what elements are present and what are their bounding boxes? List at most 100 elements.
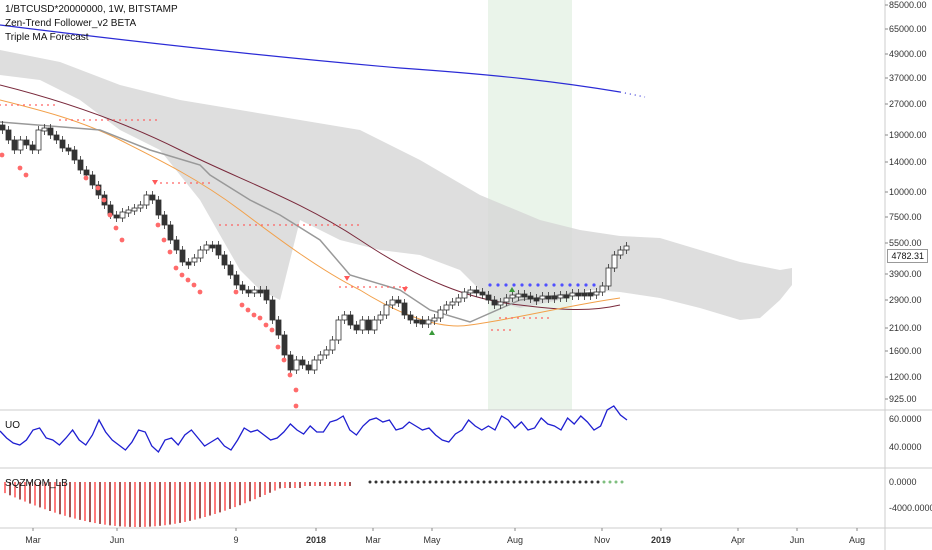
level-dot: [523, 317, 525, 319]
candle-body: [131, 207, 138, 212]
signal-dot-red: [101, 197, 107, 203]
candle-body: [305, 364, 312, 371]
candle-body: [491, 299, 498, 306]
level-dot: [517, 317, 519, 319]
candle-body: [539, 295, 546, 300]
candle-body: [119, 211, 126, 219]
candle-body: [497, 301, 504, 306]
symbol-title[interactable]: 1/BTCUSD*20000000, 1W, BITSTAMP: [5, 4, 178, 15]
level-dot: [339, 224, 341, 226]
candle-body: [527, 295, 534, 300]
time-axis[interactable]: Mar Jun 9 2018 Mar May Aug Nov 2019 Apr Jun Aug: [25, 528, 865, 545]
candle-body: [197, 249, 204, 259]
level-dot: [351, 286, 353, 288]
level-dot: [5, 104, 7, 106]
candle-body: [599, 285, 606, 293]
squeeze-dot: [470, 480, 474, 484]
squeeze-dot: [602, 480, 606, 484]
level-dot: [160, 182, 162, 184]
candle-body: [257, 289, 264, 294]
candle-body: [239, 284, 246, 291]
level-dot: [113, 119, 115, 121]
momentum-pane-label[interactable]: SQZMOM_LB: [5, 478, 68, 489]
momentum-axis[interactable]: 0.0000 -4000.0000: [889, 477, 932, 513]
uo-line: [0, 405, 628, 454]
level-dot: [345, 286, 347, 288]
price-tick-label: 1200.00: [889, 372, 922, 382]
time-tick-label: May: [423, 535, 441, 545]
candle-body: [347, 314, 354, 326]
time-tick-label: Jun: [110, 535, 125, 545]
level-dot: [196, 182, 198, 184]
squeeze-dot: [536, 480, 540, 484]
momentum-tick-label: -4000.0000: [889, 503, 932, 513]
indicator-zen-trend[interactable]: Zen-Trend Follower_v2 BETA: [5, 18, 137, 29]
signal-dot-blue: [536, 283, 540, 287]
level-dot: [41, 104, 43, 106]
price-tick-label: 85000.00: [889, 0, 927, 10]
signal-dot-red: [17, 165, 23, 171]
squeeze-dot: [500, 480, 504, 484]
last-price-tag: 4782.31: [887, 249, 928, 263]
candle-body: [587, 292, 594, 297]
signal-dot-red: [0, 152, 5, 158]
level-dot: [208, 182, 210, 184]
candle-body: [443, 304, 450, 311]
price-axis[interactable]: 85000.00 65000.00 49000.00 37000.00 27000.00…: [885, 0, 927, 404]
signal-dot-red: [173, 265, 179, 271]
time-tick-label: Aug: [849, 535, 865, 545]
signal-dot-red: [161, 237, 167, 243]
candle-body: [593, 291, 600, 296]
candle-body: [137, 204, 144, 209]
time-tick-label: 9: [233, 535, 238, 545]
signal-dot-red: [269, 327, 275, 333]
candle-body: [383, 304, 390, 316]
candle-body: [365, 319, 372, 331]
level-dot: [17, 104, 19, 106]
level-dot: [172, 182, 174, 184]
squeeze-dot: [440, 480, 444, 484]
candle-body: [341, 314, 348, 321]
candle-body: [65, 147, 72, 152]
signal-dot-red: [119, 237, 125, 243]
squeeze-dot: [608, 480, 612, 484]
candle-body: [581, 292, 588, 297]
uo-axis[interactable]: 60.0000 40.0000: [889, 414, 922, 452]
time-tick-label: Mar: [365, 535, 381, 545]
signal-dot-blue: [544, 283, 548, 287]
uo-pane-label[interactable]: UO: [5, 420, 20, 431]
candle-body: [485, 294, 492, 301]
price-tick-label: 2100.00: [889, 323, 922, 333]
candle-body: [431, 317, 438, 322]
candle-body: [23, 139, 30, 146]
squeeze-dot: [416, 480, 420, 484]
price-candles: [0, 121, 630, 374]
squeeze-dot: [590, 480, 594, 484]
squeeze-dot: [548, 480, 552, 484]
squeeze-dot: [572, 480, 576, 484]
level-dot: [166, 182, 168, 184]
candle-body: [311, 359, 318, 371]
level-dot: [369, 286, 371, 288]
ma-blue-line: [0, 24, 621, 93]
candle-body: [233, 274, 240, 286]
candle-body: [269, 299, 276, 321]
price-tick-label: 27000.00: [889, 99, 927, 109]
signal-dot-blue: [584, 283, 588, 287]
candle-body: [377, 314, 384, 321]
candle-body: [575, 292, 582, 297]
candle-body: [557, 294, 564, 299]
squeeze-dot: [494, 480, 498, 484]
signal-dot-red: [95, 185, 101, 191]
candle-body: [173, 239, 180, 251]
signal-dot-blue: [520, 283, 524, 287]
candle-body: [227, 264, 234, 276]
level-dot: [363, 286, 365, 288]
candle-body: [35, 129, 42, 151]
level-dot: [23, 104, 25, 106]
price-tick-label: 10000.00: [889, 187, 927, 197]
level-dot: [249, 224, 251, 226]
candle-body: [611, 254, 618, 269]
indicator-triple-ma[interactable]: Triple MA Forecast: [5, 32, 89, 43]
